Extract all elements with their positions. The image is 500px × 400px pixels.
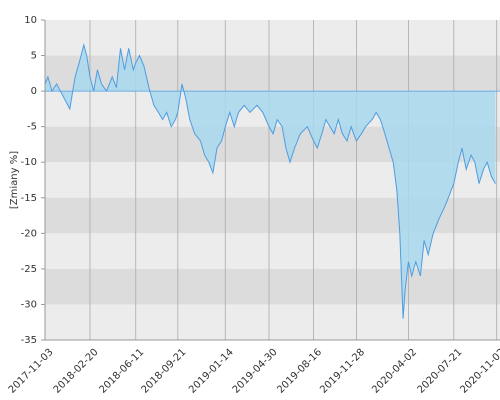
band — [45, 20, 500, 56]
x-tick-label: 2019-04-30 — [231, 347, 280, 396]
x-tick-label: 2018-09-21 — [140, 347, 189, 396]
x-tick-label: 2019-01-14 — [187, 347, 236, 396]
y-tick-label: 5 — [31, 51, 37, 62]
band — [45, 304, 500, 340]
y-tick-label: 0 — [31, 86, 37, 97]
x-tick-label: 2020-11-02 — [458, 347, 500, 396]
y-axis-label: [Zmiany %] — [9, 151, 20, 209]
y-tick-label: -25 — [21, 264, 37, 275]
band — [45, 268, 500, 305]
y-tick-label: -15 — [21, 193, 37, 204]
x-tick-label: 2018-02-20 — [52, 347, 101, 396]
x-tick-label: 2019-11-28 — [318, 347, 367, 396]
x-tick-label: 2019-08-16 — [275, 347, 324, 396]
line — [44, 42, 496, 319]
x-tick-label: 2020-07-21 — [416, 347, 465, 396]
x-tick-label: 2017-11-03 — [7, 347, 56, 396]
y-tick-label: -35 — [21, 335, 37, 346]
y-tick-label: -20 — [21, 228, 37, 239]
y-tick-label: -5 — [27, 122, 37, 133]
x-tick-label: 2020-04-02 — [370, 347, 419, 396]
y-tick-label: -10 — [21, 157, 37, 168]
y-tick-label: 10 — [24, 15, 37, 26]
y-tick-label: -30 — [21, 299, 37, 310]
area — [45, 44, 496, 319]
